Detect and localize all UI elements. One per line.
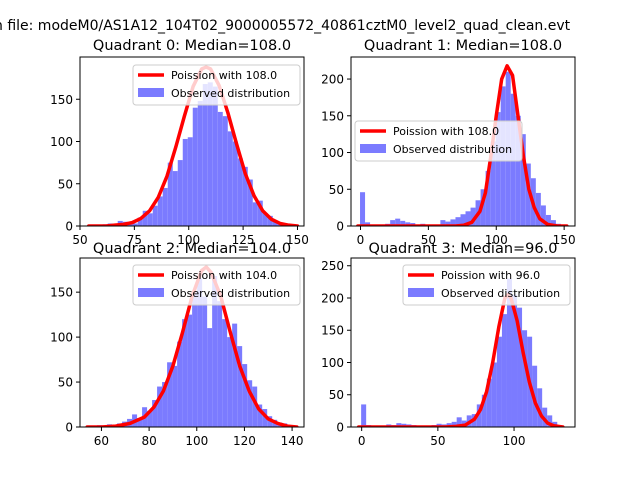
quadrant-0-hist-bar — [178, 160, 183, 226]
quadrant-0-title: Quadrant 0: Median=108.0 — [93, 38, 291, 54]
quadrant-0-hist-bar — [183, 139, 188, 226]
quadrant-0-legend-observed-label: Observed distribution — [171, 87, 290, 100]
quadrant-2-hist-bar — [227, 337, 232, 427]
quadrant-1-legend-observed-swatch — [360, 144, 386, 153]
quadrant-0-legend: Poission with 108.0 Observed distributio… — [133, 65, 300, 105]
quadrant-0-legend-poisson-label: Poission with 108.0 — [171, 69, 277, 82]
quadrant-3-legend-observed-swatch — [408, 288, 434, 297]
quadrant-2-hist-bar — [172, 366, 177, 427]
quadrant-0-hist-bar — [218, 112, 223, 226]
quadrant-3-ytick-label: 0 — [336, 421, 344, 435]
quadrant-1-panel: Quadrant 1: Median=108.0 0 50 100 150 0 50 100… — [321, 38, 575, 247]
quadrant-0-xtick-label: 50 — [72, 233, 87, 247]
quadrant-2-xtick-label: 60 — [94, 434, 109, 448]
quadrant-0-hist-bar — [223, 116, 228, 226]
quadrant-0-ytick-label: 0 — [65, 220, 73, 234]
quadrant-1-ytick-label: 200 — [321, 73, 344, 87]
quadrant-3-ytick-label: 250 — [321, 259, 344, 273]
quadrant-0-hist-bar — [173, 171, 178, 226]
quadrant-1-ytick-label: 150 — [321, 109, 344, 123]
quadrant-0-ytick-label: 100 — [50, 135, 73, 149]
quadrant-3-ytick-label: 150 — [321, 324, 344, 338]
quadrant-3-legend-poisson-label: Poission with 96.0 — [441, 269, 540, 282]
quadrant-1-ytick-label: 100 — [321, 146, 344, 160]
quadrant-3-xtick-label: 0 — [358, 434, 366, 448]
quadrant-0-ytick-label: 150 — [50, 93, 73, 107]
quadrant-0-hist-bar — [213, 87, 218, 226]
quadrant-2-xtick-label: 80 — [141, 434, 156, 448]
quadrant-1-hist-bar — [360, 192, 365, 226]
quadrant-3-hist-bar — [361, 404, 366, 427]
quadrant-2-ytick-label: 150 — [50, 286, 73, 300]
quadrant-0-hist-bar — [228, 131, 233, 226]
quadrant-2-legend-observed-swatch — [138, 288, 164, 297]
quadrant-1-legend-poisson-label: Poission with 108.0 — [393, 125, 499, 138]
quadrant-0-hist-bar — [188, 137, 193, 226]
quadrant-3-hist-bar — [502, 314, 507, 427]
quadrant-1-ytick-label: 0 — [336, 220, 344, 234]
quadrant-0-hist-bar — [198, 101, 203, 226]
quadrant-1-ytick-label: 50 — [329, 183, 344, 197]
quadrant-2-hist-bar — [207, 328, 212, 427]
quadrant-3-hist-bar — [492, 363, 497, 428]
quadrant-3-ytick-label: 200 — [321, 291, 344, 305]
quadrant-3-ytick-label: 100 — [321, 356, 344, 370]
quadrant-2-hist-bar — [192, 292, 197, 427]
quadrant-0-hist-bar — [163, 188, 168, 226]
quadrant-0-legend-observed-swatch — [138, 88, 164, 97]
quadrant-1-title: Quadrant 1: Median=108.0 — [364, 38, 562, 54]
quadrant-2-hist-bar — [222, 319, 227, 427]
quadrant-2-legend-poisson-label: Poission with 104.0 — [171, 269, 277, 282]
quadrant-3-xtick-label: 50 — [430, 434, 445, 448]
quadrant-0-hist-bar — [233, 142, 238, 227]
quadrant-2-hist-bar — [202, 297, 207, 427]
quadrant-2-ytick-label: 50 — [58, 376, 73, 390]
quadrant-2-panel: Quadrant 2: Median=104.0 60 80 100 120 140 0 5… — [50, 241, 304, 448]
quadrant-3-legend-observed-label: Observed distribution — [441, 287, 560, 300]
quadrant-1-legend-observed-label: Observed distribution — [393, 143, 512, 156]
quadrant-0-hist-bar — [193, 108, 198, 226]
quadrant-2-ytick-label: 100 — [50, 331, 73, 345]
quadrant-2-title: Quadrant 2: Median=104.0 — [93, 241, 291, 257]
quadrant-3-panel: Quadrant 3: Median=96.0 0 50 100 0 50 100 150 2… — [321, 241, 575, 448]
quadrant-2-legend: Poission with 104.0 Observed distributio… — [133, 265, 300, 305]
quadrant-3-hist-bar — [497, 337, 502, 427]
quadrant-2-xtick-label: 100 — [185, 434, 208, 448]
quadrant-2-xtick-label: 140 — [281, 434, 304, 448]
quadrant-1-legend: Poission with 108.0 Observed distributio… — [355, 121, 522, 161]
figure-suptitle: n file: modeM0/AS1A12_104T02_9000005572_… — [0, 18, 571, 34]
quadrant-2-ytick-label: 0 — [65, 421, 73, 435]
quadrant-3-ytick-label: 50 — [329, 388, 344, 402]
quadrant-0-ytick-label: 50 — [58, 177, 73, 191]
quadrant-0-panel: Quadrant 0: Median=108.0 50 75 100 125 15005… — [50, 38, 309, 247]
quadrant-2-xtick-label: 120 — [233, 434, 256, 448]
quadrant-3-title: Quadrant 3: Median=96.0 — [369, 241, 558, 257]
quadrant-3-legend: Poission with 96.0 Observed distribution — [403, 265, 570, 305]
quadrant-0-hist-bar — [153, 206, 158, 226]
figure-canvas: n file: modeM0/AS1A12_104T02_9000005572_… — [0, 0, 640, 480]
quadrant-1-xtick-label: 0 — [357, 233, 365, 247]
quadrant-0-hist-bar — [148, 213, 153, 226]
quadrant-2-legend-observed-label: Observed distribution — [171, 287, 290, 300]
quadrant-0-hist-bar — [253, 202, 258, 226]
quadrant-0-hist-bar — [158, 196, 163, 226]
quadrant-3-xtick-label: 100 — [503, 434, 526, 448]
quadrant-2-hist-bar — [187, 315, 192, 427]
quadrant-2-hist-bar — [217, 301, 222, 427]
